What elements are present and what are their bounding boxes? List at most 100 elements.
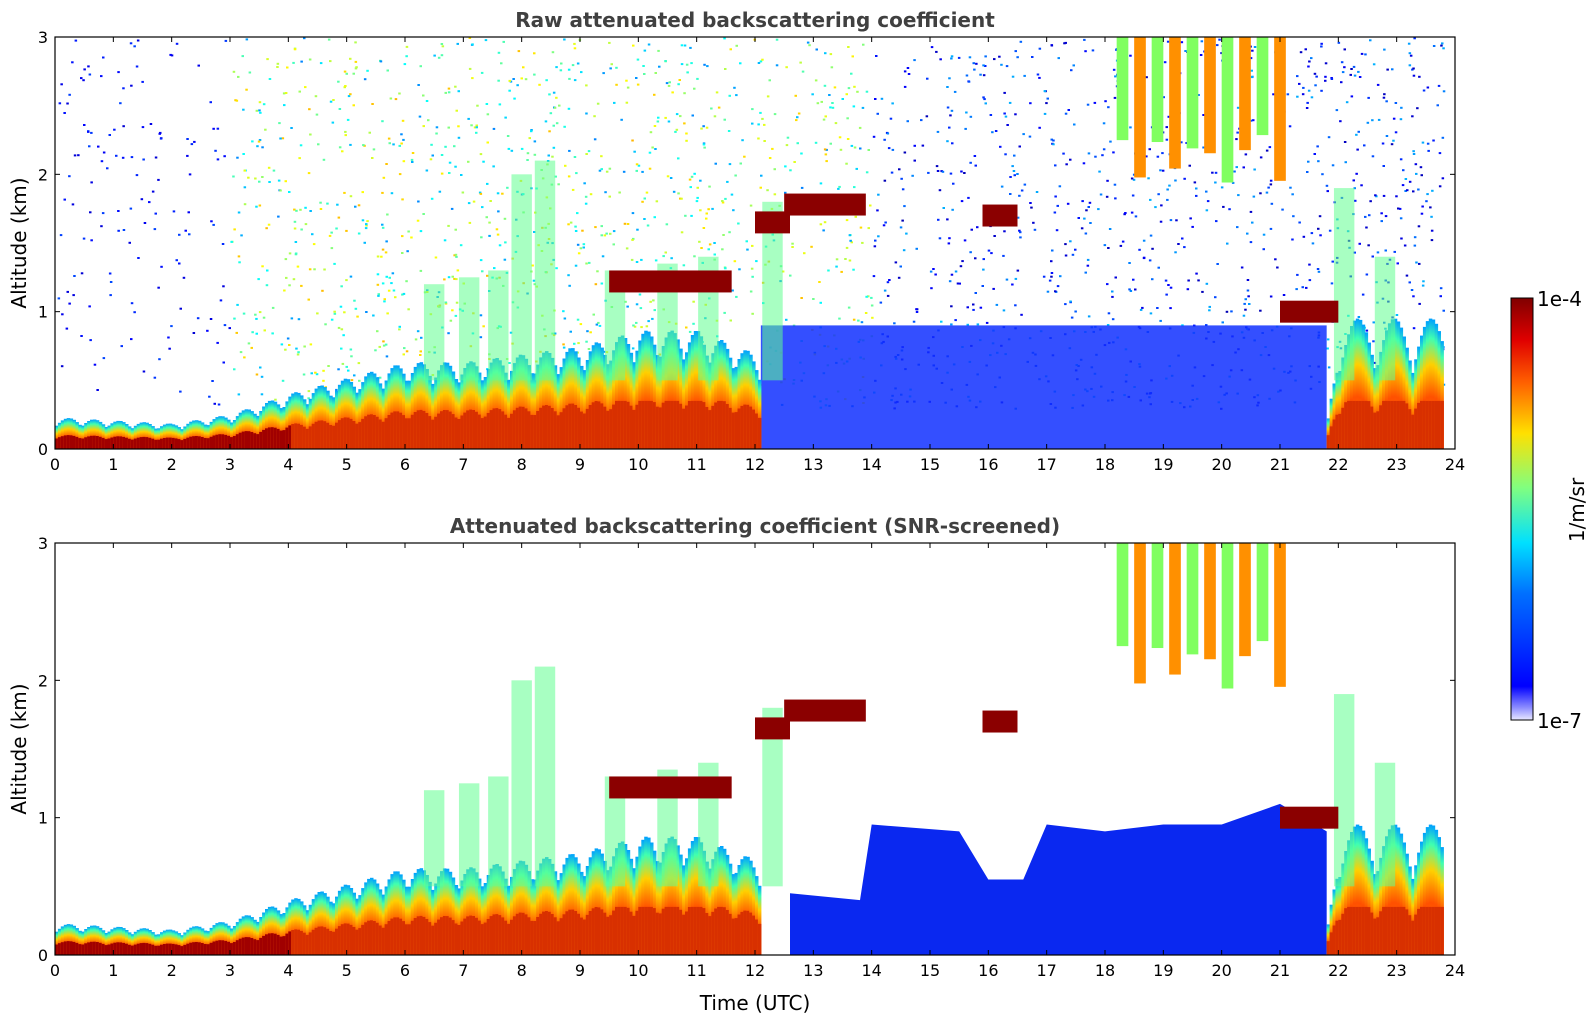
noise-pixel [631,347,635,350]
noise-pixel [706,65,709,68]
boundary-layer-column [580,871,584,955]
boundary-layer-column [224,923,228,955]
boundary-layer-column [1428,824,1433,955]
boundary-layer-core [130,439,135,449]
noise-pixel [1251,221,1254,224]
boundary-layer-core [626,401,631,449]
boundary-layer-core [585,408,590,449]
noise-pixel [130,156,134,159]
noise-pixel [248,71,252,74]
boundary-layer-core [559,918,564,955]
noise-pixel [1042,275,1046,278]
noise-pixel [1365,226,1368,229]
boundary-layer-column [92,925,97,955]
noise-pixel [141,126,145,129]
boundary-layer-column [606,870,610,955]
boundary-layer-column [440,365,444,449]
noise-pixel [419,350,422,353]
noise-pixel [822,118,826,121]
noise-pixel [982,96,985,99]
noise-pixel [385,163,388,165]
boundary-layer-column [510,876,514,955]
boundary-layer-core [101,437,106,449]
noise-pixel [1344,161,1347,164]
noise-pixel [429,158,433,161]
noise-pixel [497,51,501,54]
noise-pixel [1247,295,1250,298]
noise-pixel [568,77,571,80]
noise-pixel [684,214,687,217]
noise-pixel [685,326,688,329]
noise-pixel [121,156,125,159]
noise-pixel [221,243,225,245]
boundary-layer-core [335,422,339,449]
boundary-layer-column [1399,327,1404,449]
boundary-layer-core [670,400,674,449]
boundary-layer-core [629,405,634,449]
noise-pixel [773,193,777,196]
noise-pixel [453,145,456,148]
noise-pixel [159,137,163,140]
noise-pixel [967,80,971,83]
noise-pixel [357,232,361,235]
boundary-layer-core [250,938,254,955]
noise-pixel [154,212,157,215]
boundary-layer-core [434,416,438,449]
boundary-layer-core [1399,400,1404,449]
noise-pixel [1313,153,1316,155]
noise-pixel [588,261,591,264]
noise-pixel [467,202,471,205]
noise-pixel [689,46,692,49]
boundary-layer-column [603,354,607,449]
boundary-layer-core [1405,909,1409,955]
boundary-layer-core [189,942,193,955]
x-tick-label: 23 [1386,455,1406,474]
noise-pixel [1216,44,1219,47]
noise-pixel [711,207,714,210]
boundary-layer-column [262,406,266,449]
boundary-layer-core [1399,906,1404,955]
boundary-layer-column [658,356,663,449]
boundary-layer-core [332,425,336,449]
cloud-layer [609,776,732,799]
noise-pixel [1249,57,1253,60]
noise-pixel [245,38,249,41]
boundary-layer-column [536,870,540,955]
noise-pixel [385,240,388,243]
boundary-layer-column [725,854,730,955]
noise-pixel [1393,250,1396,253]
noise-pixel [401,198,404,201]
noise-pixel [169,53,172,56]
noise-pixel [749,290,753,293]
noise-pixel [1124,212,1127,214]
noise-pixel [407,308,410,311]
boundary-layer-column [1352,826,1357,955]
noise-pixel [967,196,970,199]
noise-pixel [1129,290,1133,292]
cirrus-streak [1221,543,1234,689]
noise-pixel [1412,327,1416,330]
noise-pixel [665,82,669,85]
noise-pixel [1197,94,1200,96]
noise-pixel [319,62,323,65]
noise-pixel [1350,68,1353,70]
noise-pixel [1064,254,1068,257]
noise-pixel [1405,274,1409,277]
noise-pixel [1352,65,1356,68]
boundary-layer-column [550,863,555,955]
boundary-layer-core [428,416,432,449]
boundary-layer-core [717,400,721,449]
boundary-layer-core [174,944,179,955]
noise-pixel [467,117,470,120]
boundary-layer-column [279,914,284,955]
boundary-layer-core [317,926,321,955]
boundary-layer-column [381,388,386,449]
boundary-layer-core [725,404,730,449]
noise-pixel [90,239,93,242]
noise-pixel [946,218,949,221]
boundary-layer-core [285,427,289,449]
boundary-layer-core [60,942,65,955]
boundary-layer-column [495,358,499,449]
boundary-layer-core [673,906,677,955]
noise-pixel [1109,140,1112,143]
